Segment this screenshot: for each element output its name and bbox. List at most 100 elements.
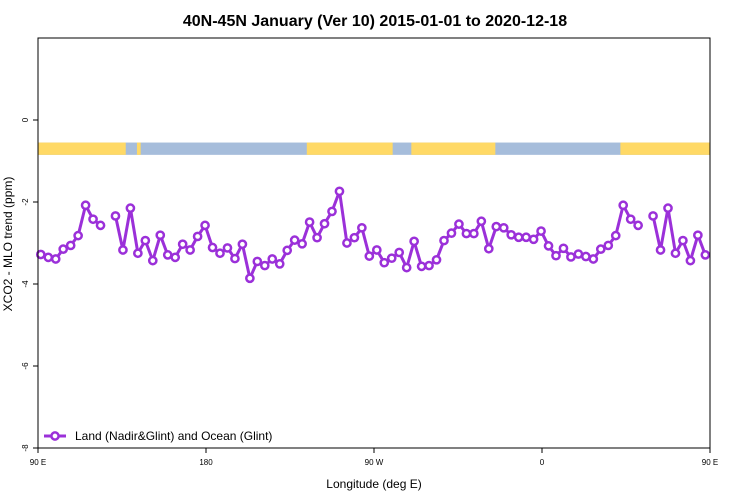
data-point: [371, 245, 382, 255]
land-ocean-band: [38, 142, 710, 155]
data-point: [65, 240, 76, 251]
data-point: [379, 257, 390, 268]
data-point: [581, 251, 591, 262]
y-tick-label: -2: [21, 198, 30, 206]
x-tick-label: 0: [540, 458, 545, 467]
data-point: [491, 221, 502, 232]
data-point: [327, 206, 337, 217]
data-point: [461, 228, 472, 239]
data-point: [88, 214, 98, 225]
data-point: [245, 273, 255, 284]
y-tick-label: 0: [21, 117, 30, 122]
data-point: [364, 251, 375, 261]
data-point: [424, 260, 434, 271]
data-point: [446, 228, 457, 239]
data-point: [543, 241, 554, 251]
x-tick-label: 90 W: [365, 458, 384, 467]
data-point: [110, 211, 121, 221]
data-point: [633, 220, 643, 231]
data-point: [133, 248, 143, 259]
data-point: [431, 254, 442, 265]
x-tick-label: 180: [199, 458, 213, 467]
data-point: [513, 232, 524, 243]
data-point: [222, 243, 233, 253]
data-point: [678, 235, 688, 246]
legend-label: Land (Nadir&Glint) and Ocean (Glint): [75, 429, 272, 443]
data-point: [685, 255, 696, 266]
data-point: [506, 229, 517, 240]
x-tick-label: 90 E: [30, 458, 46, 467]
data-point: [483, 243, 494, 254]
data-point: [469, 228, 479, 239]
y-tick-label: -8: [21, 444, 30, 452]
chart-title: 40N-45N January (Ver 10) 2015-01-01 to 2…: [183, 13, 567, 30]
x-tick-label: 90 E: [702, 458, 718, 467]
data-point: [259, 260, 270, 271]
data-point: [170, 252, 181, 263]
data-point: [386, 253, 397, 264]
data-point: [603, 240, 614, 251]
data-point: [319, 218, 330, 229]
data-point: [551, 250, 561, 261]
data-point: [693, 230, 703, 241]
data-point: [476, 216, 487, 227]
data-point: [416, 261, 427, 272]
data-point: [267, 254, 278, 264]
data-point: [566, 252, 576, 262]
data-point: [252, 256, 263, 267]
y-tick-label: -4: [21, 280, 30, 288]
data-point: [625, 214, 636, 225]
data-point: [454, 219, 464, 229]
data-point: [401, 262, 412, 273]
data-point: [304, 217, 315, 227]
data-point: [536, 226, 546, 236]
data-point: [50, 254, 61, 264]
data-point: [140, 235, 151, 246]
land-band-segment: [38, 142, 126, 155]
data-point: [558, 243, 569, 254]
data-point: [700, 250, 711, 260]
data-point: [125, 203, 136, 213]
data-point: [289, 235, 300, 245]
data-point: [230, 253, 240, 264]
data-point: [670, 248, 681, 259]
data-point: [177, 239, 188, 250]
data-point: [521, 232, 531, 243]
data-point: [655, 245, 666, 255]
data-point: [200, 220, 210, 231]
data-point: [43, 252, 54, 263]
data-point: [648, 211, 658, 221]
data-point: [162, 250, 173, 260]
data-point: [439, 235, 449, 246]
land-band-segment: [136, 142, 141, 155]
data-point: [118, 245, 128, 255]
data-point: [349, 232, 360, 243]
data-point: [237, 239, 248, 250]
legend-marker: [50, 431, 60, 441]
data-point: [274, 259, 285, 269]
data-point: [282, 245, 293, 256]
land-band-segment: [620, 142, 710, 155]
data-point: [215, 248, 225, 259]
data-point: [394, 247, 405, 258]
data-point: [192, 231, 203, 242]
data-point: [573, 249, 584, 259]
land-band-segment: [306, 142, 393, 155]
data-point: [147, 255, 158, 266]
data-point: [155, 230, 166, 241]
data-point: [618, 200, 629, 211]
data-point: [588, 254, 599, 264]
data-point: [207, 242, 218, 253]
data-point: [595, 244, 606, 254]
data-point: [528, 234, 539, 245]
land-band-segment: [411, 142, 496, 155]
data-point: [80, 200, 91, 211]
data-point: [409, 236, 419, 247]
series-line: [40, 203, 102, 261]
y-axis-label: XCO2 - MLO trend (ppm): [1, 177, 15, 312]
data-point: [185, 245, 195, 255]
data-point: [95, 220, 106, 231]
data-point: [312, 232, 322, 243]
data-point: [58, 244, 69, 254]
